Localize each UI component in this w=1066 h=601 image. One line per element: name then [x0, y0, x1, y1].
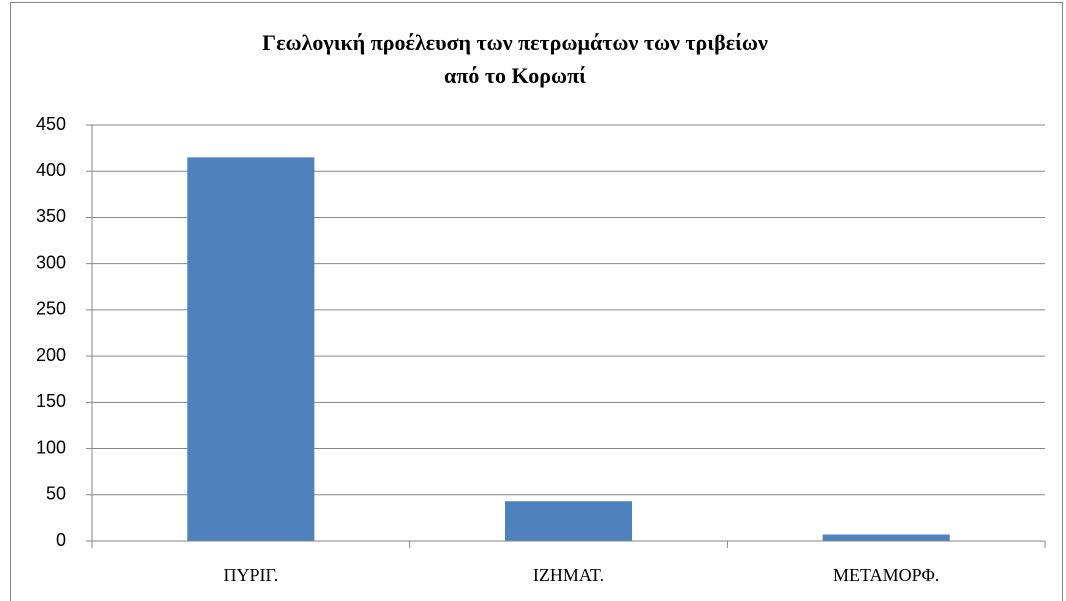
y-tick-label: 350 [36, 206, 66, 226]
y-tick-label: 150 [36, 391, 66, 411]
x-tick-label: ΜΕΤΑΜΟΡΦ. [833, 565, 939, 585]
x-tick-label: ΠΥΡΙΓ. [223, 565, 278, 585]
bar [504, 501, 633, 541]
y-tick-label: 400 [36, 160, 66, 180]
chart-title: από το Κορωπί [444, 63, 586, 88]
y-tick-label: 0 [56, 530, 66, 550]
y-tick-label: 200 [36, 345, 66, 365]
bar [822, 534, 950, 541]
bar [187, 157, 315, 541]
y-tick-label: 300 [36, 252, 66, 272]
y-tick-label: 100 [36, 437, 66, 457]
y-tick-label: 50 [46, 484, 66, 504]
chart-title: Γεωλογική προέλευση των πετρωμάτων των τ… [262, 30, 768, 55]
x-tick-label: ΙΖΗΜΑΤ. [533, 565, 604, 585]
y-tick-label: 250 [36, 299, 66, 319]
y-tick-label: 450 [36, 114, 66, 134]
